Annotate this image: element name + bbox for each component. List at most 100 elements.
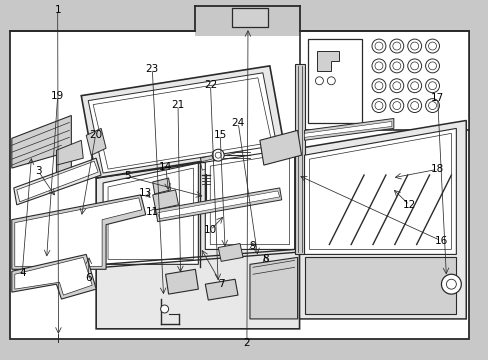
Circle shape: [392, 62, 400, 70]
Text: 11: 11: [145, 207, 159, 217]
Text: 16: 16: [433, 236, 447, 246]
Polygon shape: [15, 198, 142, 266]
Circle shape: [410, 42, 418, 50]
Polygon shape: [93, 78, 271, 169]
Polygon shape: [304, 257, 455, 314]
Polygon shape: [259, 130, 301, 165]
Text: 21: 21: [171, 100, 184, 110]
Polygon shape: [304, 121, 391, 137]
Circle shape: [410, 62, 418, 70]
Circle shape: [374, 82, 382, 90]
Circle shape: [389, 99, 403, 113]
Text: 4: 4: [19, 268, 25, 278]
Polygon shape: [378, 162, 403, 188]
Polygon shape: [200, 133, 297, 168]
Circle shape: [446, 279, 455, 289]
Polygon shape: [17, 161, 98, 202]
Circle shape: [389, 39, 403, 53]
Polygon shape: [152, 190, 178, 210]
Circle shape: [427, 102, 436, 109]
Circle shape: [392, 42, 400, 50]
Circle shape: [427, 42, 436, 50]
Text: 22: 22: [203, 80, 217, 90]
Circle shape: [389, 59, 403, 73]
Circle shape: [212, 149, 224, 161]
Circle shape: [425, 59, 439, 73]
Circle shape: [326, 77, 335, 85]
Circle shape: [374, 62, 382, 70]
Circle shape: [407, 79, 421, 93]
Circle shape: [427, 62, 436, 70]
Text: 10: 10: [203, 225, 217, 235]
Polygon shape: [200, 137, 296, 170]
Text: 19: 19: [51, 91, 64, 101]
Polygon shape: [205, 148, 294, 249]
Polygon shape: [12, 255, 96, 299]
Text: 13: 13: [138, 188, 151, 198]
Text: 1: 1: [54, 5, 61, 15]
Polygon shape: [210, 153, 289, 244]
Bar: [299, 31, 468, 130]
Text: 3: 3: [35, 166, 41, 176]
Circle shape: [441, 274, 460, 294]
Text: 8: 8: [262, 253, 268, 264]
Text: 14: 14: [159, 162, 172, 172]
Circle shape: [315, 77, 323, 85]
Text: 5: 5: [123, 171, 130, 181]
Polygon shape: [205, 279, 238, 300]
Text: 20: 20: [89, 130, 102, 140]
Polygon shape: [86, 129, 106, 155]
Polygon shape: [304, 129, 455, 255]
Polygon shape: [232, 8, 267, 27]
Text: 9: 9: [249, 241, 256, 251]
Circle shape: [427, 82, 436, 90]
Polygon shape: [309, 133, 450, 249]
Polygon shape: [299, 121, 466, 319]
Text: 18: 18: [430, 164, 443, 174]
Polygon shape: [165, 269, 198, 294]
Circle shape: [389, 79, 403, 93]
Circle shape: [215, 152, 221, 158]
Polygon shape: [304, 118, 393, 140]
Bar: [307, 39, 361, 123]
Circle shape: [161, 305, 168, 313]
Polygon shape: [317, 51, 339, 71]
Circle shape: [425, 79, 439, 93]
Polygon shape: [218, 243, 243, 261]
Polygon shape: [294, 64, 304, 255]
Polygon shape: [12, 116, 71, 185]
Text: 12: 12: [402, 200, 415, 210]
Circle shape: [374, 102, 382, 109]
Circle shape: [371, 59, 385, 73]
Circle shape: [371, 79, 385, 93]
Polygon shape: [249, 257, 297, 319]
Circle shape: [374, 42, 382, 50]
Polygon shape: [152, 178, 170, 194]
Text: 24: 24: [231, 118, 244, 128]
Text: 6: 6: [85, 273, 91, 283]
Polygon shape: [103, 163, 198, 264]
Text: 17: 17: [430, 93, 443, 103]
Circle shape: [371, 39, 385, 53]
Circle shape: [425, 39, 439, 53]
Polygon shape: [15, 257, 92, 295]
Circle shape: [392, 82, 400, 90]
Text: 23: 23: [145, 64, 159, 74]
Text: 2: 2: [243, 338, 250, 347]
Polygon shape: [96, 148, 299, 329]
Text: 15: 15: [213, 130, 226, 140]
Polygon shape: [12, 195, 145, 269]
Circle shape: [410, 102, 418, 109]
Polygon shape: [155, 188, 281, 222]
Polygon shape: [88, 73, 276, 173]
Circle shape: [392, 102, 400, 109]
Circle shape: [407, 59, 421, 73]
Polygon shape: [108, 168, 193, 260]
Text: 7: 7: [218, 279, 224, 289]
Polygon shape: [14, 158, 101, 205]
Bar: [195, 6, 299, 36]
Polygon shape: [81, 66, 284, 178]
Circle shape: [407, 99, 421, 113]
Circle shape: [407, 39, 421, 53]
Circle shape: [410, 82, 418, 90]
